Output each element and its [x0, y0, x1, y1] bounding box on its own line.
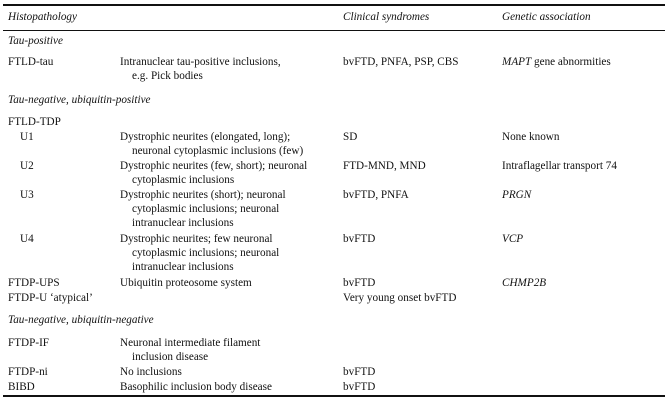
header-rule [3, 30, 665, 31]
clinical-syndromes: FTD-MND, MND [343, 160, 426, 172]
genetic-association: CHMP2B [502, 277, 546, 290]
row-label: U2 [20, 160, 34, 172]
histopathology-description: Neuronal intermediate filament [120, 337, 261, 349]
genetic-association: PRGN [502, 189, 531, 202]
histopathology-description: intranuclear inclusions [132, 261, 234, 273]
row-label: U3 [20, 189, 34, 201]
histopathology-description: Basophilic inclusion body disease [120, 381, 272, 393]
gene-name: VCP [502, 233, 524, 245]
gene-name: MAPT [502, 56, 532, 68]
histopathology-description: Dystrophic neurites (elongated, long); [120, 131, 291, 143]
histopathology-description: cytoplasmic inclusions; neuronal [132, 247, 280, 259]
histopathology-description: intranuclear inclusions [132, 217, 234, 229]
row-label: FTDP-UPS [8, 277, 60, 289]
clinical-syndromes: Very young onset bvFTD [343, 292, 457, 304]
clinical-syndromes: bvFTD, PNFA [343, 189, 409, 201]
header-genetic-association: Genetic association [502, 11, 591, 23]
histopathology-description: neuronal cytoplasmic inclusions (few) [132, 145, 304, 157]
gene-text: gene abnormities [531, 56, 611, 68]
clinical-syndromes: bvFTD, PNFA, PSP, CBS [343, 56, 459, 68]
clinical-syndromes: bvFTD [343, 381, 376, 393]
histopathology-description: cytoplasmic inclusions [132, 174, 235, 186]
gene-text: None known [502, 131, 560, 143]
header-histopathology: Histopathology [8, 11, 77, 23]
genetic-association: MAPT gene abnormities [502, 56, 611, 69]
section-heading: Tau-negative, ubiquitin-negative [8, 314, 154, 326]
histopathology-description: Ubiquitin proteosome system [120, 277, 252, 289]
row-label: FTDP-U ‘atypical’ [8, 292, 93, 304]
row-label: FTDP-IF [8, 337, 50, 349]
histopathology-description: Dystrophic neurites; few neuronal [120, 233, 273, 245]
histopathology-description: Dystrophic neurites (few, short); neuron… [120, 160, 308, 172]
gene-text: Intraflagellar transport 74 [502, 160, 617, 172]
clinical-syndromes: bvFTD [343, 233, 376, 245]
row-label: FTDP-ni [8, 366, 48, 378]
histopathology-description: cytoplasmic inclusions; neuronal [132, 203, 280, 215]
row-label: FTLD-TDP [8, 116, 61, 128]
bottom-rule [3, 395, 665, 397]
row-label: U4 [20, 233, 34, 245]
section-heading: Tau-negative, ubiquitin-positive [8, 94, 151, 106]
genetic-association: None known [502, 131, 559, 144]
gene-name: CHMP2B [502, 277, 547, 289]
clinical-syndromes: bvFTD [343, 366, 376, 378]
section-heading: Tau-positive [8, 35, 63, 47]
clinical-syndromes: SD [343, 131, 358, 143]
histopathology-description: Dystrophic neurites (short); neuronal [120, 189, 286, 201]
genetic-association: VCP [502, 233, 523, 246]
top-rule [3, 4, 665, 6]
gene-name: PRGN [502, 189, 532, 201]
histopathology-description: inclusion disease [132, 351, 209, 363]
histopathology-description: No inclusions [120, 366, 182, 378]
genetic-association: Intraflagellar transport 74 [502, 160, 617, 173]
histopathology-description: Intranuclear tau-positive inclusions, [120, 56, 281, 68]
row-label: U1 [20, 131, 34, 143]
histopathology-description: e.g. Pick bodies [132, 70, 203, 82]
header-clinical-syndromes: Clinical syndromes [343, 11, 430, 23]
row-label: FTLD-tau [8, 56, 54, 68]
clinical-syndromes: bvFTD [343, 277, 376, 289]
row-label: BIBD [8, 381, 35, 393]
